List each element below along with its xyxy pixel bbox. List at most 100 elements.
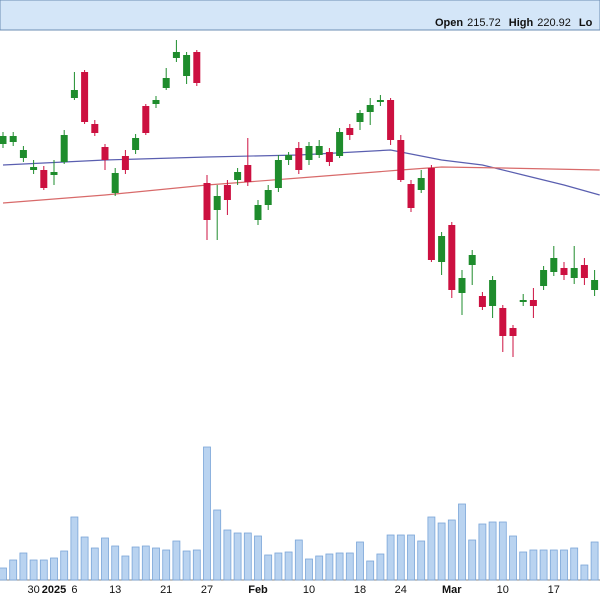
candle-body	[50, 172, 58, 175]
candle-body	[203, 183, 211, 220]
candle-body	[91, 124, 99, 133]
candle-body	[101, 147, 109, 160]
candle-body	[468, 255, 476, 265]
candle-body	[570, 268, 578, 278]
candle-body	[193, 52, 201, 83]
x-tick-label: 18	[354, 584, 366, 596]
candle-body	[60, 135, 68, 162]
x-tick-label: 27	[201, 584, 213, 596]
candle-body	[152, 100, 160, 104]
volume-bar	[315, 555, 324, 581]
candle-body	[172, 52, 180, 58]
x-tick-label: 21	[160, 584, 172, 596]
candle-body	[591, 280, 599, 290]
candle-body	[489, 280, 497, 306]
volume-bar	[335, 552, 344, 581]
volume-bar	[131, 546, 140, 581]
volume-bar	[407, 534, 415, 581]
candle-body	[519, 300, 527, 302]
x-tick-label: 10	[497, 584, 509, 596]
volume-bar	[427, 516, 436, 581]
candle-body	[81, 72, 89, 122]
candle-body	[580, 265, 588, 278]
candle-body	[142, 106, 150, 133]
x-tick-label: Feb	[248, 584, 268, 596]
legend-value: 215.72	[467, 17, 501, 29]
volume-bar	[509, 535, 517, 581]
candle-body	[346, 128, 354, 135]
volume-bar	[254, 535, 262, 581]
candle-body	[162, 78, 170, 88]
volume-bar	[560, 549, 568, 581]
candle-body	[264, 190, 272, 205]
x-tick-label: 2025	[42, 584, 66, 596]
candle-body	[213, 196, 221, 210]
candle-body	[325, 152, 333, 162]
candle-body	[336, 132, 344, 156]
volume-bar	[447, 519, 456, 581]
legend-label: Lo	[579, 17, 593, 29]
volume-bar	[539, 549, 548, 581]
x-tick-label: 13	[109, 584, 121, 596]
volume-bar	[396, 534, 405, 581]
volume-bar	[121, 555, 130, 581]
candle-body	[540, 270, 548, 286]
candle-body	[550, 258, 558, 272]
volume-bar	[9, 559, 18, 581]
volume-bar	[366, 560, 375, 581]
candle-body	[407, 184, 415, 208]
candle-body	[478, 296, 486, 307]
volume-bar	[478, 523, 487, 581]
volume-bar	[213, 509, 222, 581]
volume-bar	[284, 551, 293, 581]
legend-label: Open	[435, 17, 463, 29]
volume-bar	[437, 522, 446, 581]
header-band	[0, 0, 600, 31]
candle-body	[458, 278, 466, 293]
volume-bar	[386, 534, 395, 581]
volume-bar	[458, 503, 466, 581]
candle-body	[448, 225, 456, 290]
volume-bar	[417, 540, 426, 581]
volume-bar	[243, 532, 252, 581]
volume-bar	[39, 559, 48, 581]
volume-bar	[233, 532, 242, 581]
candle-body	[254, 205, 262, 220]
volume-bar	[162, 549, 171, 581]
candle-body	[121, 156, 129, 170]
volume-bar	[90, 547, 99, 581]
volume-bar	[80, 536, 89, 581]
moving-average	[2, 149, 600, 196]
candle-body	[274, 160, 282, 188]
candle-body	[376, 100, 384, 102]
volume-bar	[203, 446, 211, 581]
volume-bar	[468, 539, 477, 581]
candle-body	[305, 146, 313, 160]
volume-bar	[274, 552, 283, 581]
candle-body	[560, 268, 568, 275]
volume-bar	[172, 540, 181, 581]
candle-body	[499, 308, 507, 336]
volume-bar	[101, 537, 109, 581]
volume-bar	[325, 553, 334, 581]
volume-bar	[570, 547, 579, 581]
volume-bar	[152, 547, 160, 581]
legend-label: High	[509, 17, 534, 29]
x-tick-label: 6	[71, 584, 77, 596]
candle-body	[234, 172, 242, 180]
volume-bar	[19, 552, 28, 581]
volume-bar	[294, 539, 303, 581]
volume-bar	[111, 545, 120, 581]
volume-bar	[345, 552, 354, 581]
legend-value: 220.92	[537, 17, 571, 29]
volume-bar	[580, 564, 589, 581]
volume-bar	[264, 554, 273, 581]
candle-body	[366, 105, 374, 112]
volume-bar	[50, 557, 58, 581]
moving-average	[2, 166, 600, 204]
candle-body	[132, 138, 140, 150]
candle-body	[417, 178, 425, 190]
candle-body	[509, 328, 517, 336]
volume-bar	[70, 516, 79, 581]
candle-body	[438, 236, 446, 262]
